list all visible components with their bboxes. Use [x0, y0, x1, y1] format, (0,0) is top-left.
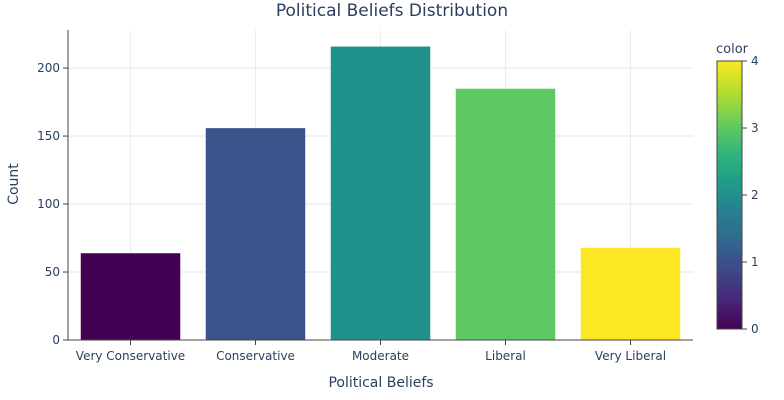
- colorbar: color 0 1 2 3 4: [716, 42, 759, 336]
- colorbar-tick-label: 1: [751, 255, 759, 269]
- y-tick-label: 150: [37, 129, 60, 143]
- bars: [80, 46, 681, 341]
- colorbar-title: color: [716, 42, 749, 57]
- colorbar-tick-label: 2: [751, 188, 759, 202]
- y-tick-label: 200: [37, 61, 60, 75]
- x-tick-label: Very Conservative: [76, 349, 185, 363]
- axes: [63, 30, 693, 345]
- colorbar-ticks: 0 1 2 3 4: [742, 54, 759, 336]
- bar: [455, 88, 556, 341]
- x-tick-label: Moderate: [352, 349, 409, 363]
- y-axis-title: Count: [6, 163, 22, 205]
- bar: [205, 127, 306, 341]
- x-tick-label: Liberal: [485, 349, 526, 363]
- x-tick-label: Conservative: [216, 349, 295, 363]
- y-tick-label: 0: [52, 333, 60, 347]
- colorbar-tick-label: 3: [751, 121, 759, 135]
- x-tick-label: Very Liberal: [595, 349, 666, 363]
- y-tick-label: 100: [37, 197, 60, 211]
- colorbar-tick-label: 4: [751, 54, 759, 68]
- colorbar-gradient: [716, 60, 743, 330]
- x-axis-title: Political Beliefs: [328, 375, 433, 391]
- chart-title: Political Beliefs Distribution: [276, 1, 508, 21]
- bar: [580, 247, 681, 341]
- colorbar-tick-label: 0: [751, 322, 759, 336]
- bar: [330, 46, 431, 341]
- bar: [80, 252, 181, 341]
- y-tick-label: 50: [45, 265, 60, 279]
- tick-labels: 0 50 100 150 200 Very Conservative Conservativ…: [37, 61, 666, 363]
